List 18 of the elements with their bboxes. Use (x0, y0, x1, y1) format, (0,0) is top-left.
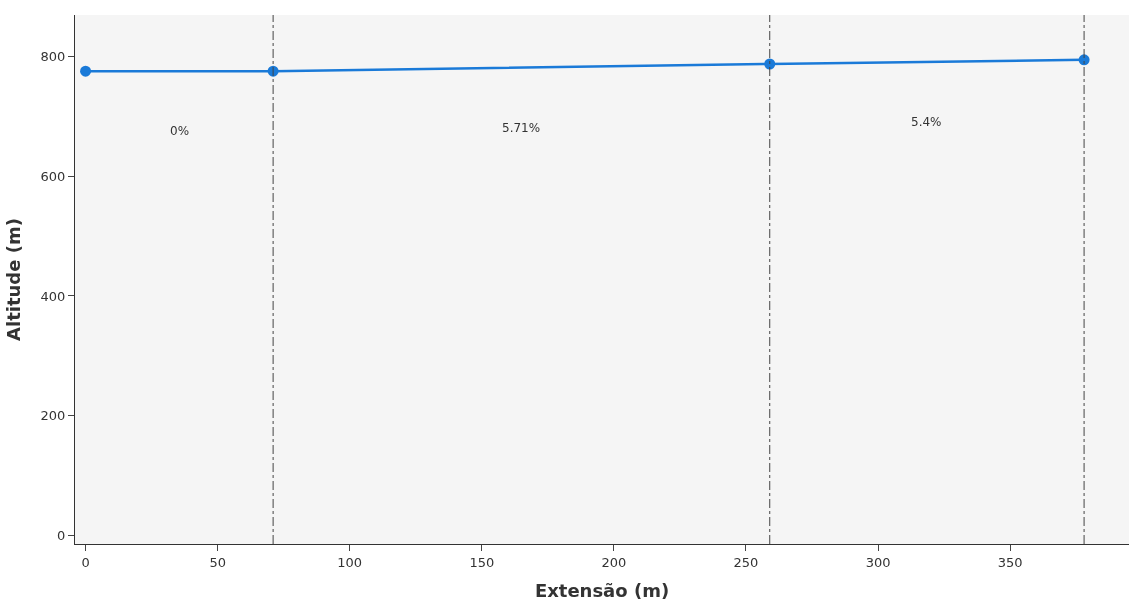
x-tick-label: 300 (865, 554, 891, 570)
annotation: 0% (170, 124, 190, 138)
y-tick-label: 0 (57, 527, 66, 543)
y-tick-label: 400 (40, 288, 66, 304)
x-tick-label: 350 (997, 554, 1023, 570)
x-tick-label: 100 (337, 554, 363, 570)
x-tick-label: 250 (733, 554, 759, 570)
x-tick-label: 50 (209, 554, 226, 570)
x-tick-label: 150 (469, 554, 495, 570)
y-tick-label: 800 (40, 49, 66, 65)
y-tick-label: 600 (40, 168, 66, 184)
x-tick-label: 0 (81, 554, 90, 570)
annotation: 5.4% (911, 115, 942, 129)
x-tick-label: 200 (601, 554, 627, 570)
x-axis-title: Extensão (m) (534, 579, 670, 601)
y-tick-label: 200 (40, 408, 66, 424)
annotation: 5.71% (502, 121, 541, 135)
y-axis-title: Altitude (m) (2, 218, 24, 341)
